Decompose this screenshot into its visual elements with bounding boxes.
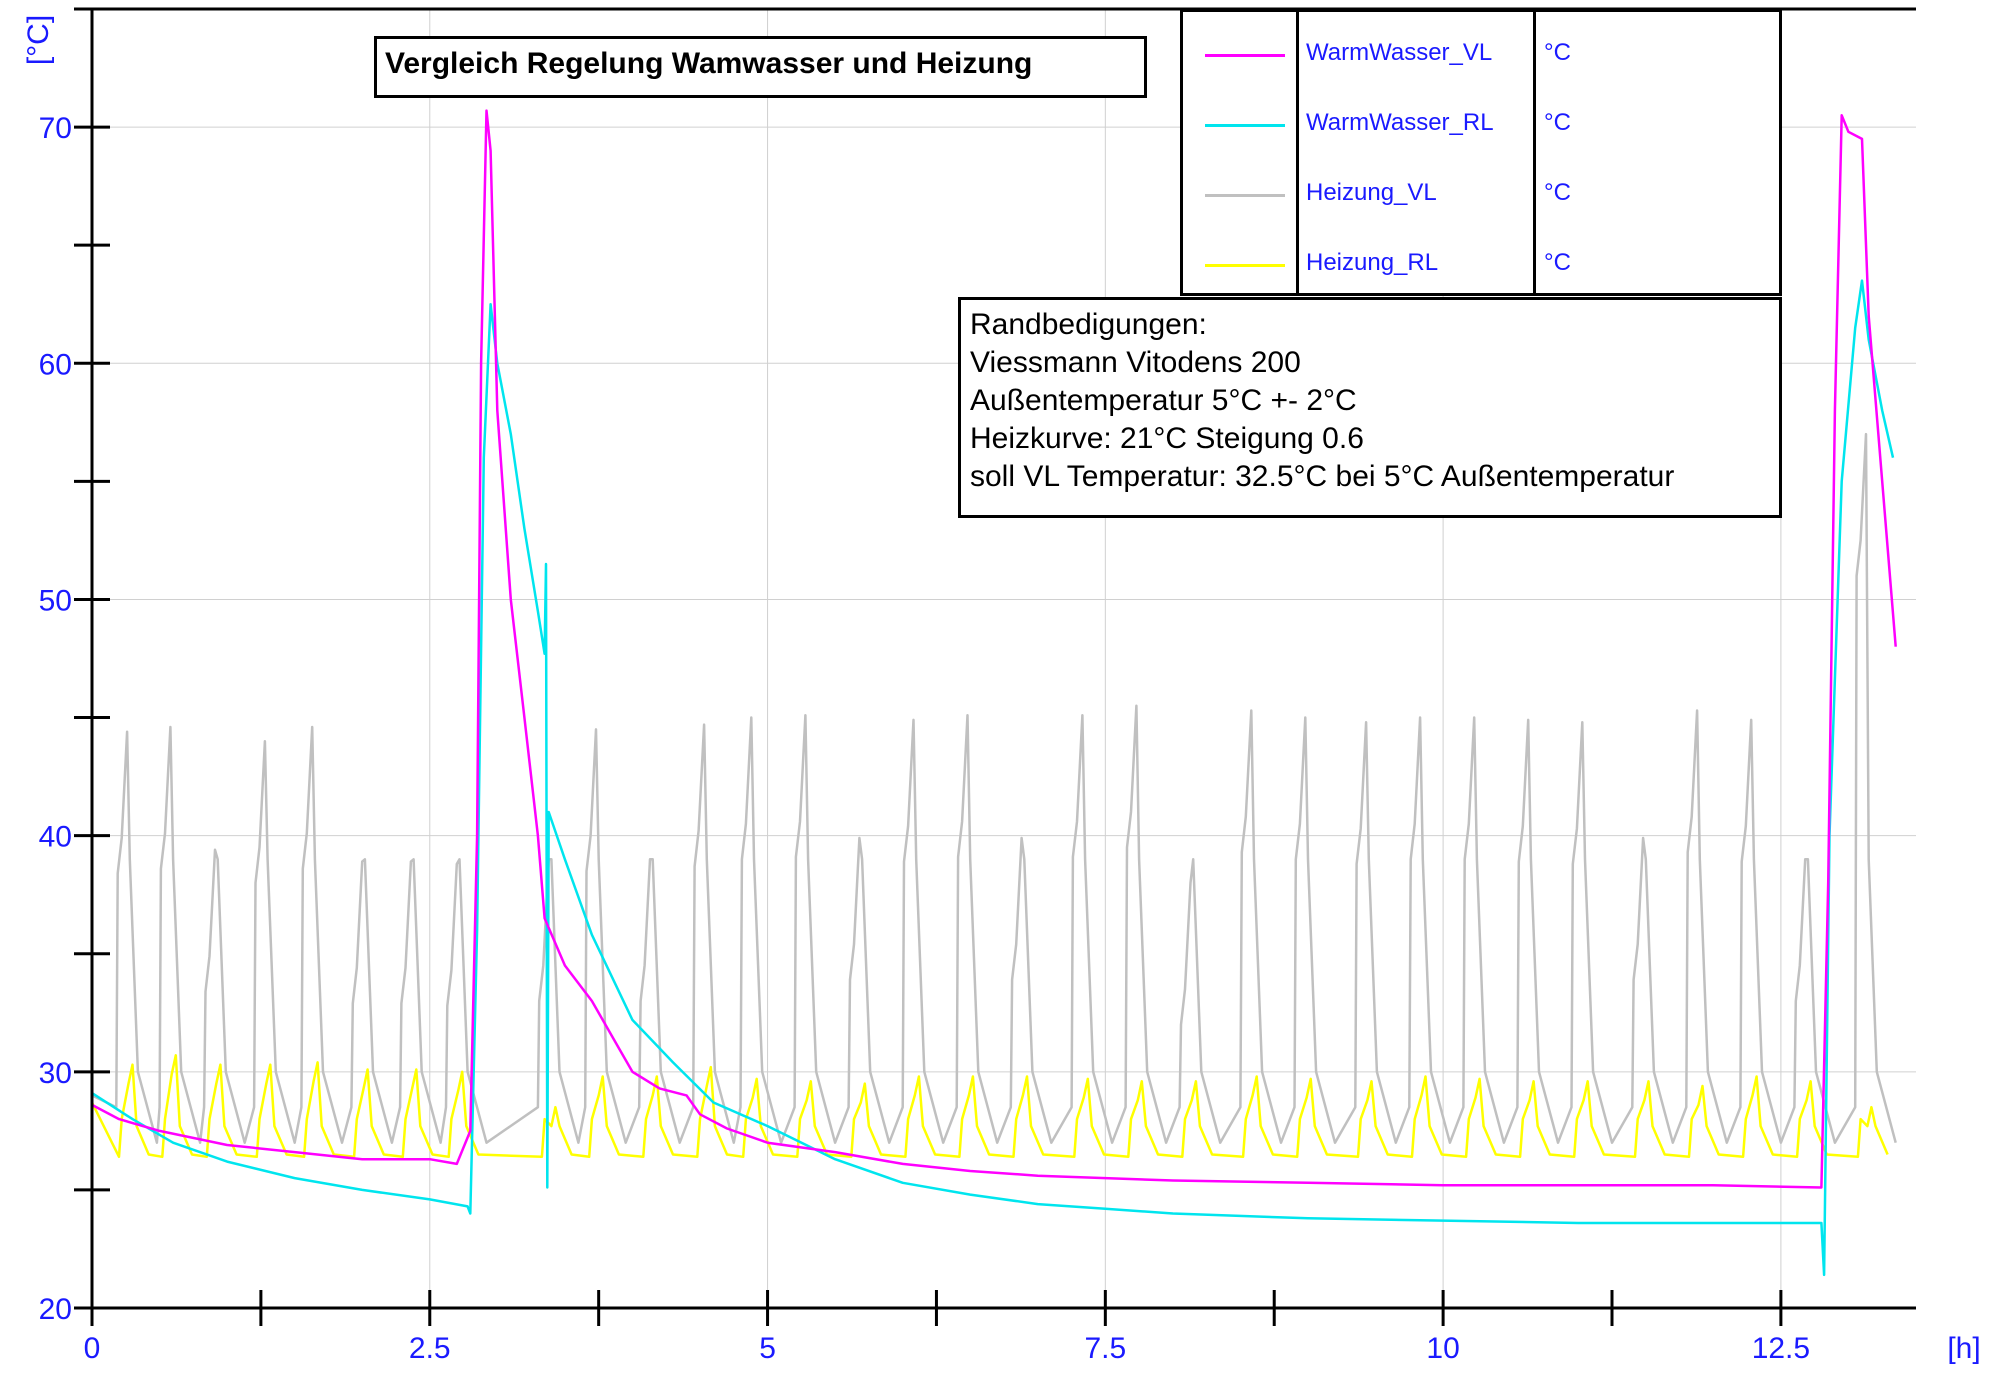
y-tick-label: 50 bbox=[39, 584, 72, 617]
legend-entry: WarmWasser_VL °C bbox=[1183, 21, 1779, 91]
legend-entry-name: WarmWasser_VL bbox=[1306, 39, 1493, 66]
y-axis-label: [°C] bbox=[22, 15, 55, 65]
note-line: Außentemperatur 5°C +- 2°C bbox=[970, 384, 1357, 417]
legend-entry-unit: °C bbox=[1544, 179, 1571, 206]
legend-entry: WarmWasser_RL °C bbox=[1183, 91, 1779, 161]
x-tick-label: 7.5 bbox=[1084, 1332, 1126, 1365]
note-line: Heizkurve: 21°C Steigung 0.6 bbox=[970, 422, 1364, 455]
series-line-heizung-vl bbox=[91, 432, 1897, 1144]
y-tick-label: 30 bbox=[39, 1057, 72, 1090]
x-tick-label: 2.5 bbox=[409, 1332, 451, 1365]
x-tick-label: 10 bbox=[1426, 1332, 1459, 1365]
legend-entry-name: WarmWasser_RL bbox=[1306, 109, 1494, 136]
chart-title: Vergleich Regelung Wamwasser und Heizung bbox=[385, 47, 1033, 80]
legend-divider bbox=[1296, 12, 1299, 293]
series-line-warmwasser-vl bbox=[91, 109, 1897, 1189]
x-tick-label: 5 bbox=[759, 1332, 776, 1365]
x-tick-label: 12.5 bbox=[1752, 1332, 1810, 1365]
note-line: soll VL Temperatur: 32.5°C bei 5°C Außen… bbox=[970, 460, 1675, 493]
legend-swatch bbox=[1205, 124, 1285, 127]
legend-entry: Heizung_VL °C bbox=[1183, 161, 1779, 231]
x-tick-label: 0 bbox=[84, 1332, 101, 1365]
series-layer bbox=[90, 109, 1897, 1277]
conditions-note: Randbedigungen: Viessmann Vitodens 200 A… bbox=[958, 297, 1782, 518]
legend-entry-unit: °C bbox=[1544, 249, 1571, 276]
legend-swatch bbox=[1205, 54, 1285, 57]
chart-title-box: Vergleich Regelung Wamwasser und Heizung bbox=[374, 36, 1147, 98]
tick-labels: 0 2.5 5 7.5 10 12.5 20 30 40 50 60 70 bbox=[39, 112, 1810, 1365]
y-tick-label: 60 bbox=[39, 348, 72, 381]
legend-divider bbox=[1533, 12, 1536, 293]
legend-swatch bbox=[1205, 264, 1285, 267]
legend-swatch bbox=[1205, 194, 1285, 197]
series-line-warmwasser-rl bbox=[91, 279, 1895, 1277]
legend-entry-name: Heizung_RL bbox=[1306, 249, 1439, 276]
y-tick-label: 40 bbox=[39, 821, 72, 854]
note-line: Randbedigungen: bbox=[970, 308, 1207, 341]
y-tick-label: 20 bbox=[39, 1293, 72, 1326]
x-axis-label: [h] bbox=[1947, 1332, 1980, 1365]
y-tick-label: 70 bbox=[39, 112, 72, 145]
legend-entry: Heizung_RL °C bbox=[1183, 231, 1779, 301]
note-line: Viessmann Vitodens 200 bbox=[970, 346, 1301, 379]
legend: WarmWasser_VL °C WarmWasser_RL °C Heizun… bbox=[1180, 9, 1782, 296]
legend-entry-name: Heizung_VL bbox=[1306, 179, 1437, 206]
legend-entry-unit: °C bbox=[1544, 39, 1571, 66]
series-line-heizung-rl bbox=[90, 1054, 1889, 1159]
legend-entry-unit: °C bbox=[1544, 109, 1571, 136]
